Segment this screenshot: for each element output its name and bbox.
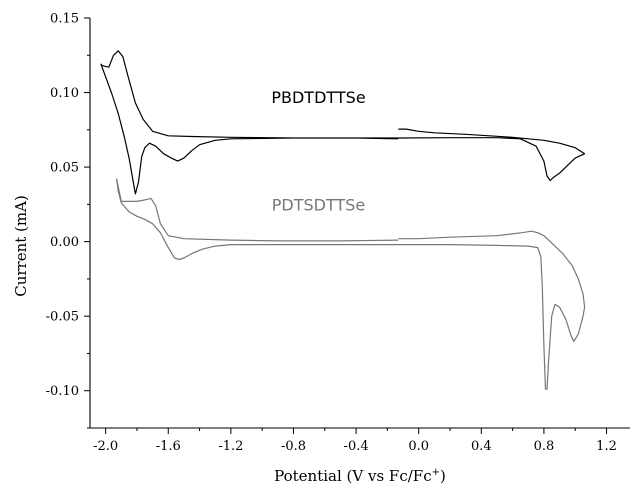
y-tick-label: 0.00 [50,235,79,250]
series-label-0: PBDTDTTSe [271,88,365,107]
x-axis-title: Potential (V vs Fc/Fc+) [274,467,446,485]
series-layer [100,50,586,390]
x-tick-label: 0.8 [534,439,555,454]
series-line-0 [100,50,586,195]
axes: -2.0 -1.6 -1.2 -0.8 -0.4 0.0 0.4 0.8 1.2 -0.10 -0.… [46,12,630,454]
y-axis-title: Current (mA) [12,195,30,297]
x-tick-label: -2.0 [93,439,118,454]
x-tick-label: -0.8 [281,439,306,454]
y-tick-label: -0.05 [46,310,79,325]
x-tick-label: 0.0 [408,439,429,454]
y-tick-label: 0.15 [50,12,79,27]
y-tick-label: 0.05 [50,161,79,176]
x-tick-label: -1.6 [156,439,181,454]
series-labels: PBDTDTTSe PDTSDTTSe [271,88,365,214]
y-tick-label: 0.10 [50,86,79,101]
x-tick-label: -1.2 [218,439,243,454]
series-line-1 [116,178,586,390]
y-tick-label: -0.10 [46,384,79,399]
x-tick-label: -0.4 [344,439,369,454]
x-tick-label: 0.4 [471,439,492,454]
series-label-1: PDTSDTTSe [272,195,365,214]
x-tick-label: 1.2 [596,439,617,454]
